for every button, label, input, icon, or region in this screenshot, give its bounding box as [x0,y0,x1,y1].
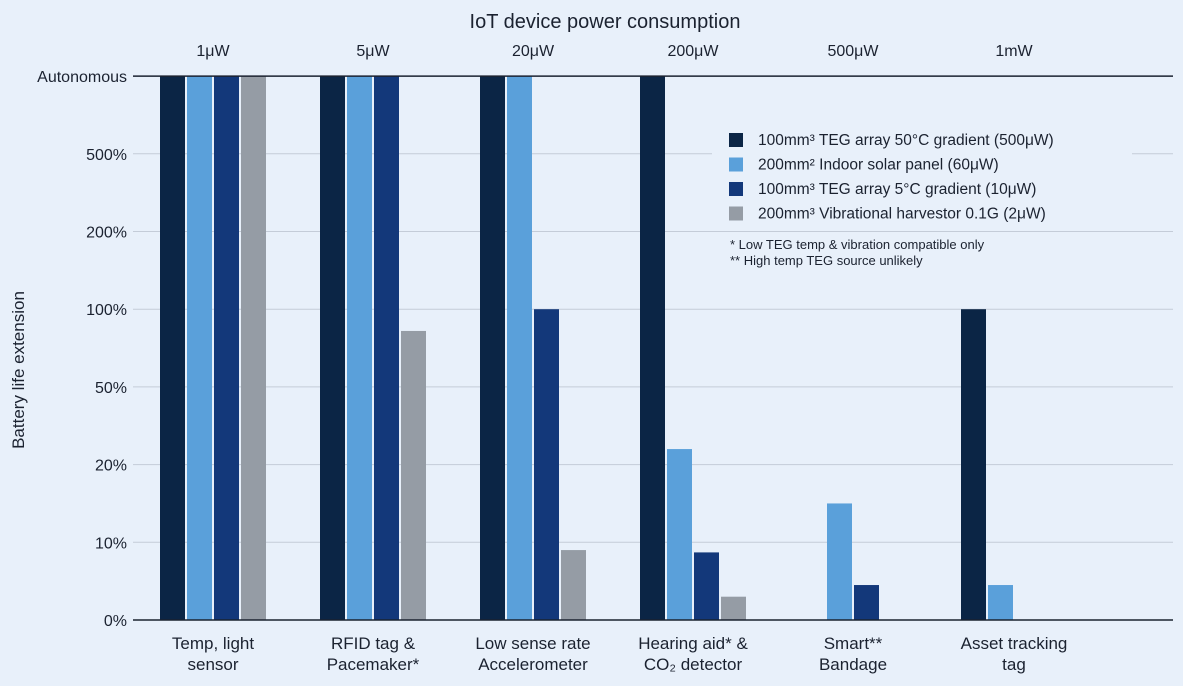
category-label: Bandage [819,655,887,674]
y-tick-label: Autonomous [37,69,127,86]
bar [214,76,239,621]
legend-swatch [729,182,743,196]
bar [667,449,692,620]
footnotes: * Low TEG temp & vibration compatible on… [730,237,985,268]
power-label: 1mW [995,43,1033,60]
power-label: 200μW [667,43,719,60]
category-label: Temp, light [172,634,254,653]
category-labels: Temp, light sensor RFID tag & Pacemaker* Low… [172,634,1067,674]
bar [721,596,746,620]
bar [854,585,879,620]
bar [401,330,426,620]
axes [133,75,1173,621]
bar [187,76,212,621]
legend-label: 200mm³ Vibrational harvestor 0.1G (2μW) [758,206,1046,223]
power-label: 500μW [827,43,879,60]
y-tick-label: 10% [95,535,127,552]
bar [480,76,505,621]
y-tick-labels: 0% 10% 20% 50% 100% 200% 500% Autonomous [37,69,127,630]
category-label: Asset tracking [961,634,1068,653]
category-label: tag [1002,655,1026,674]
legend-swatch [729,157,743,172]
y-tick-label: 0% [104,613,127,630]
y-tick-label: 100% [86,302,127,319]
category-label: Smart** [824,634,883,653]
legend-label: 100mm³ TEG array 5°C gradient (10μW) [758,181,1036,198]
category-label: Low sense rate [475,634,590,653]
y-axis-label: Battery life extension [9,291,28,449]
bar [534,309,559,620]
bar [320,76,345,621]
footnote: ** High temp TEG source unlikely [730,253,923,268]
bar [507,76,532,621]
y-tick-label: 20% [95,458,127,475]
category-label: Pacemaker* [327,655,420,674]
power-label: 5μW [356,43,390,60]
power-labels: 1μW 5μW 20μW 200μW 500μW 1mW [196,43,1033,60]
bar [347,76,372,621]
category-label: CO₂ detector [644,655,743,674]
category-label: RFID tag & [331,634,416,653]
legend-label: 200mm² Indoor solar panel (60μW) [758,157,999,174]
power-label: 1μW [196,43,230,60]
y-tick-label: 500% [86,147,127,164]
bar [961,309,986,620]
category-label: Hearing aid* & [638,634,748,653]
chart-title: IoT device power consumption [470,11,741,33]
bar [640,76,665,621]
y-tick-label: 200% [86,225,127,242]
legend-label: 100mm³ TEG array 50°C gradient (500μW) [758,132,1054,149]
bar [694,552,719,620]
category-label: Accelerometer [478,655,588,674]
bar [374,76,399,621]
bar [160,76,185,621]
category-label: sensor [187,655,238,674]
bar [827,503,852,620]
y-tick-label: 50% [95,380,127,397]
bars [160,76,1013,621]
footnote: * Low TEG temp & vibration compatible on… [730,237,985,252]
bar [988,585,1013,620]
legend-box [712,118,1132,230]
bar [561,550,586,620]
legend: 100mm³ TEG array 50°C gradient (500μW) 20… [712,118,1132,230]
power-label: 20μW [512,43,555,60]
bar [241,76,266,621]
legend-swatch [729,206,743,221]
legend-swatch [729,133,743,147]
